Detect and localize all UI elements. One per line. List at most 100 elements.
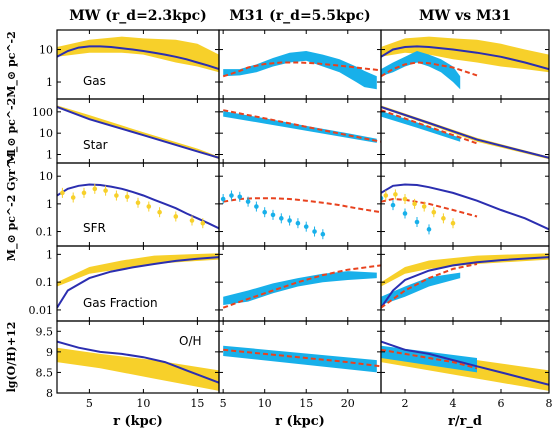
x-tick-label: 15: [190, 397, 204, 410]
data-point: [412, 201, 417, 207]
model-line-mw: [381, 183, 549, 231]
data-band: [381, 111, 461, 142]
x-tick-label: 5: [220, 397, 227, 410]
y-tick-label: 10: [39, 170, 53, 183]
data-point: [312, 229, 317, 234]
data-point: [414, 219, 420, 225]
data-point: [200, 220, 206, 226]
data-point: [114, 193, 119, 198]
panel-frame: [380, 320, 550, 394]
data-point: [393, 192, 398, 197]
row-label: Gas: [83, 74, 106, 88]
model-line-m31: [381, 197, 478, 218]
data-point: [124, 194, 130, 200]
data-band: [223, 271, 377, 305]
model-line-m31: [222, 61, 381, 78]
panel: [218, 162, 382, 247]
panel-frame: [218, 98, 382, 164]
model-line-mw: [57, 45, 219, 71]
model-line-mw: [381, 105, 549, 159]
y-tick-label: 8: [46, 387, 53, 400]
y-axis-label: lg(O/H)+12: [5, 322, 18, 393]
x-tick-label: 10: [136, 397, 150, 410]
y-tick-label: 1: [46, 76, 53, 89]
data-point: [60, 190, 65, 196]
panel: [56, 320, 220, 394]
y-tick-label: 100: [32, 106, 53, 119]
y-tick-label: 1: [46, 248, 53, 261]
model-line-mw: [57, 105, 219, 159]
model-line-m31: [381, 109, 478, 145]
data-point: [146, 204, 152, 209]
row-label: O/H: [179, 334, 202, 348]
panel-frame: [380, 162, 550, 247]
y-tick-label: 9: [46, 346, 53, 359]
data-point: [287, 218, 292, 223]
data-band: [223, 51, 377, 90]
data-point: [254, 204, 259, 209]
column-title: MW vs M31: [419, 8, 511, 24]
data-band: [381, 253, 549, 287]
data-point: [441, 216, 446, 221]
data-band: [381, 36, 549, 73]
column-title: MW (r_d=2.3kpc): [69, 8, 207, 24]
x-tick-label: 4: [450, 397, 457, 410]
data-point: [220, 196, 226, 202]
data-band: [57, 347, 219, 391]
data-point: [157, 209, 162, 215]
data-point: [81, 190, 87, 196]
data-point: [320, 231, 326, 237]
model-line-mw: [381, 45, 549, 71]
x-axis-label: r (kpc): [275, 414, 325, 429]
y-tick-label: 1: [46, 149, 53, 162]
y-tick-label: 1: [46, 198, 53, 211]
data-point: [390, 202, 396, 208]
data-point: [103, 188, 108, 193]
model-line-mw: [57, 256, 219, 309]
data-point: [402, 196, 408, 202]
panel: [380, 245, 550, 322]
data-point: [173, 214, 179, 219]
model-line-m31: [222, 264, 381, 309]
y-axis-label: M_⊙ pc^-2: [5, 98, 19, 165]
row-label: Gas Fraction: [83, 296, 158, 310]
data-point: [237, 194, 243, 200]
panel: [218, 29, 382, 100]
model-line-m31: [381, 61, 478, 78]
y-axis-label: M_⊙ pc^-2: [5, 31, 19, 98]
data-point: [189, 218, 195, 223]
panel: [380, 320, 550, 394]
data-point: [92, 186, 98, 192]
y-axis-label: M_⊙ pc^-2 Gyr^-1: [5, 148, 19, 261]
data-point: [229, 193, 234, 198]
x-tick-label: 20: [341, 397, 355, 410]
model-line-mw: [57, 340, 219, 384]
y-tick-label: 10: [39, 127, 53, 140]
data-band: [223, 345, 377, 373]
data-point: [431, 209, 437, 215]
data-point: [279, 216, 284, 221]
model-line-m31: [381, 263, 478, 309]
data-band: [57, 105, 219, 160]
row-label: SFR: [83, 221, 106, 235]
panel: [56, 162, 220, 247]
panel-frame: [218, 29, 382, 100]
data-band: [381, 272, 461, 305]
panel-frame: [380, 98, 550, 164]
column-title: M31 (r_d=5.5kpc): [229, 8, 370, 24]
model-line-mw: [381, 256, 549, 309]
data-point: [70, 195, 76, 200]
x-tick-label: 2: [402, 397, 409, 410]
data-band: [57, 36, 219, 73]
y-tick-label: 0.1: [36, 226, 54, 239]
data-point: [135, 200, 141, 206]
y-tick-label: 0.1: [36, 276, 54, 289]
panel-frame: [218, 162, 382, 247]
x-axis-label: r/r_d: [448, 414, 482, 429]
x-tick-label: 10: [258, 397, 272, 410]
panel: [380, 29, 550, 100]
y-tick-label: 10: [39, 44, 53, 57]
panel: [218, 320, 382, 394]
data-point: [270, 212, 276, 218]
